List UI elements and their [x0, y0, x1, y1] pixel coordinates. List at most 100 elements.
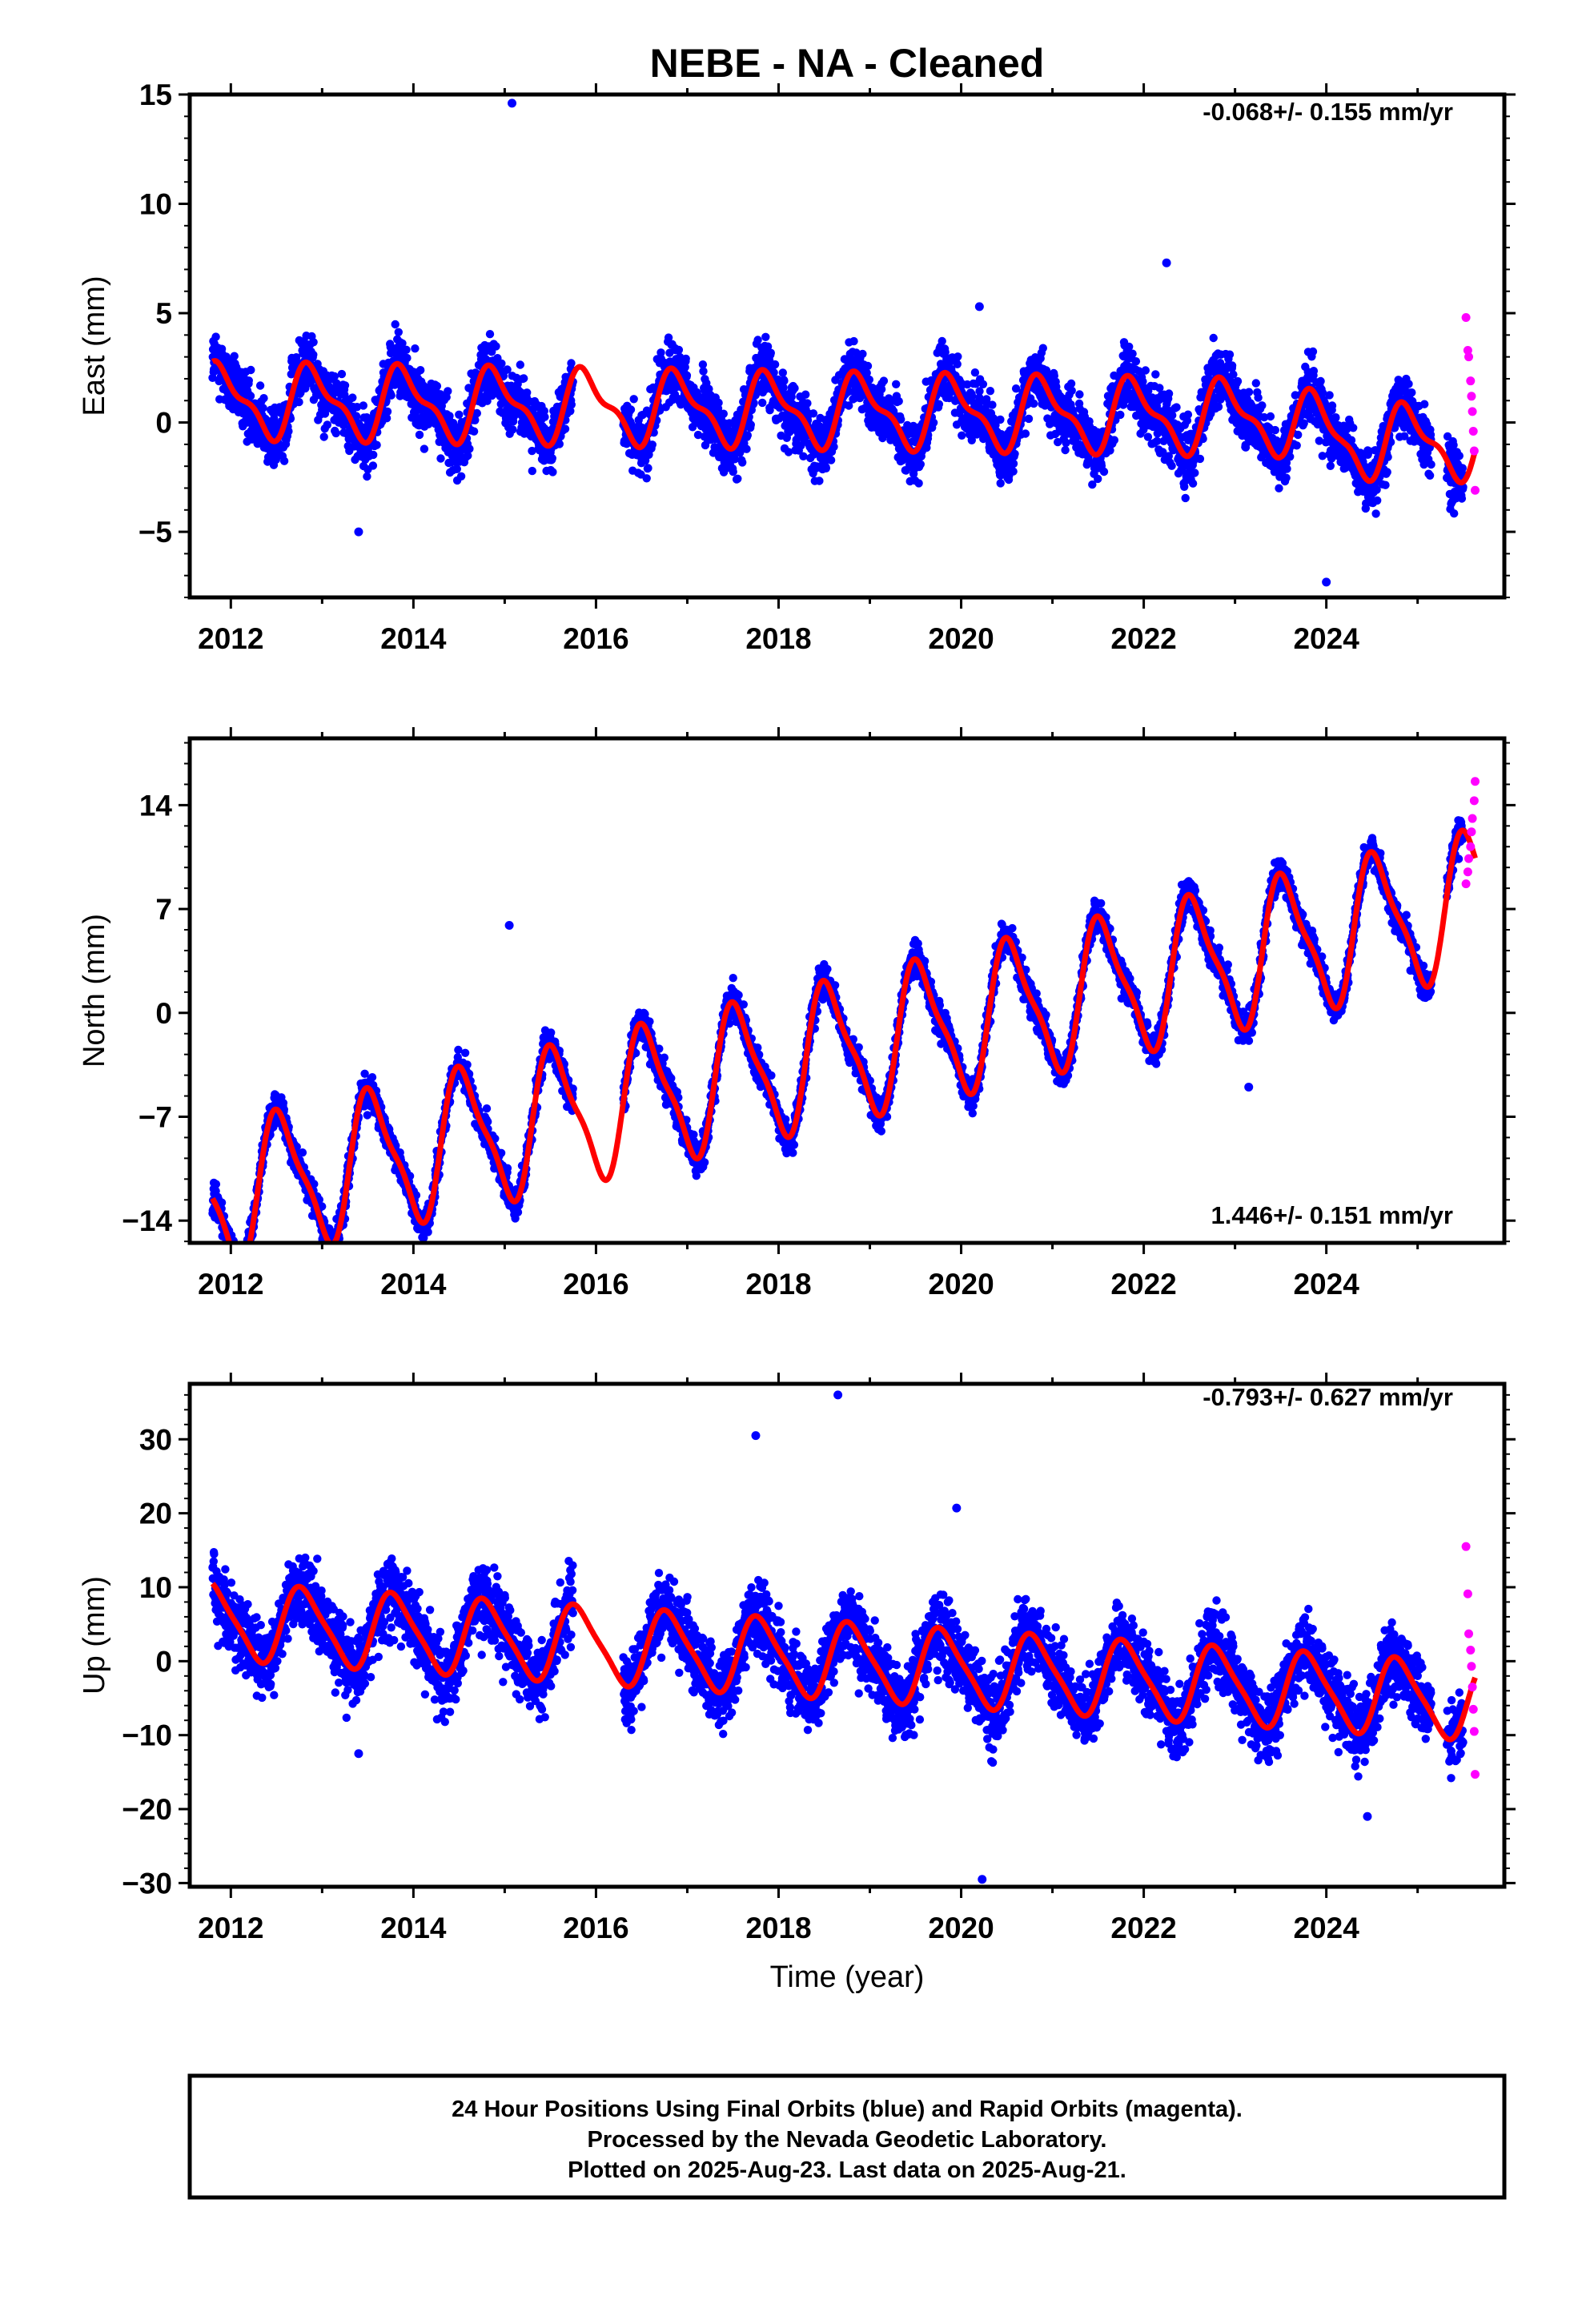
final-orbit-point: [1251, 379, 1261, 388]
final-orbit-point: [801, 390, 810, 399]
final-orbit-point: [330, 372, 339, 381]
final-orbit-point: [1131, 357, 1141, 366]
final-orbit-point: [415, 430, 424, 440]
final-orbit-point: [391, 320, 400, 329]
final-orbit-point: [849, 336, 858, 346]
final-orbit-point: [1075, 390, 1084, 399]
final-orbit-point: [436, 454, 445, 463]
final-orbit-point: [1450, 509, 1459, 518]
final-orbit-point: [397, 384, 406, 392]
final-orbit-point: [359, 401, 367, 410]
final-orbit-point: [958, 431, 966, 440]
final-orbit-point: [988, 400, 997, 409]
final-orbit-point: [986, 387, 995, 396]
final-orbit-point: [1128, 349, 1137, 358]
final-orbit-point: [540, 407, 548, 416]
final-orbit-point: [779, 383, 788, 392]
final-orbit-point: [753, 336, 762, 344]
final-orbit-point: [465, 444, 474, 453]
final-orbit-point: [432, 381, 442, 391]
final-orbit-point: [865, 375, 874, 384]
y-tick-label: 15: [139, 78, 172, 111]
final-orbit-point: [954, 352, 962, 361]
final-orbit-point: [742, 444, 751, 453]
final-orbit-point: [1294, 430, 1303, 440]
rapid-orbit-point: [1468, 407, 1477, 416]
final-orbit-point: [729, 467, 737, 476]
x-tick-label: 2018: [745, 622, 811, 655]
final-orbit-point: [548, 454, 556, 463]
final-orbit-point: [815, 476, 824, 485]
final-orbit-point: [331, 428, 340, 438]
final-orbit-point: [503, 365, 512, 374]
final-orbit-point: [758, 398, 767, 408]
final-orbit-point: [372, 440, 381, 449]
final-orbit-point: [746, 420, 755, 429]
final-orbit-point: [1266, 412, 1275, 421]
final-orbit-point: [1244, 388, 1254, 396]
final-orbit-point: [243, 418, 251, 427]
final-orbit-point: [1010, 449, 1019, 458]
final-orbit-point: [456, 472, 466, 480]
final-orbit-point: [1181, 493, 1190, 503]
final-orbit-point: [211, 332, 220, 341]
final-orbit-point: [1325, 391, 1334, 400]
final-orbit-point: [1381, 480, 1390, 489]
x-tick-label: 2014: [380, 622, 447, 655]
final-orbit-point: [743, 431, 752, 440]
final-orbit-point: [1282, 473, 1291, 482]
rapid-orbit-point: [1461, 313, 1471, 323]
final-orbit-point: [1455, 452, 1464, 460]
final-orbit-point: [934, 400, 944, 408]
final-orbit-point: [244, 376, 253, 385]
final-orbit-point: [1116, 410, 1125, 420]
final-orbit-point: [1271, 425, 1280, 435]
final-orbit-point: [1254, 393, 1263, 402]
final-orbit-point: [567, 400, 576, 409]
final-orbit-point: [644, 464, 652, 472]
final-orbit-point: [1141, 366, 1150, 375]
final-orbit-point: [863, 361, 873, 371]
final-orbit-point: [455, 410, 464, 419]
final-orbit-point: [1427, 460, 1435, 469]
final-orbit-point: [970, 368, 980, 377]
final-orbit-point: [387, 391, 396, 400]
x-tick-label: 2012: [198, 622, 263, 655]
final-orbit-point: [780, 376, 789, 385]
final-orbit-point: [528, 446, 536, 456]
final-orbit-point: [255, 381, 265, 390]
final-orbit-point: [879, 376, 889, 385]
final-orbit-point: [471, 416, 480, 424]
final-orbit-point: [978, 380, 988, 388]
final-orbit-point: [664, 333, 673, 342]
final-orbit-point: [642, 474, 651, 483]
final-orbit-point: [382, 414, 391, 423]
final-orbit-point: [295, 397, 303, 407]
final-orbit-point: [369, 450, 378, 460]
final-orbit-point: [1009, 459, 1018, 468]
final-orbit-point: [246, 392, 255, 400]
final-orbit-point: [444, 387, 452, 396]
outlier-point: [974, 302, 984, 312]
final-orbit-point: [445, 412, 454, 420]
final-orbit-point: [1125, 342, 1134, 352]
final-orbit-point: [320, 409, 330, 418]
final-orbit-point: [398, 339, 407, 348]
final-orbit-point: [894, 396, 903, 406]
final-orbit-point: [1227, 361, 1237, 370]
final-orbit-point: [1009, 467, 1018, 476]
final-orbit-point: [1214, 402, 1223, 412]
final-orbit-point: [520, 374, 528, 383]
final-orbit-point: [259, 394, 268, 403]
final-orbit-point: [821, 464, 831, 472]
y-tick-label: −5: [139, 516, 172, 549]
plot-area: [208, 99, 1480, 587]
final-orbit-point: [1168, 411, 1177, 420]
final-orbit-point: [1275, 484, 1283, 493]
final-orbit-point: [230, 352, 239, 360]
x-tick-label: 2022: [1110, 622, 1176, 655]
final-orbit-point: [996, 415, 1005, 424]
figure-title: NEBE - NA - Cleaned: [650, 41, 1045, 86]
rapid-orbit-point: [1469, 446, 1479, 456]
